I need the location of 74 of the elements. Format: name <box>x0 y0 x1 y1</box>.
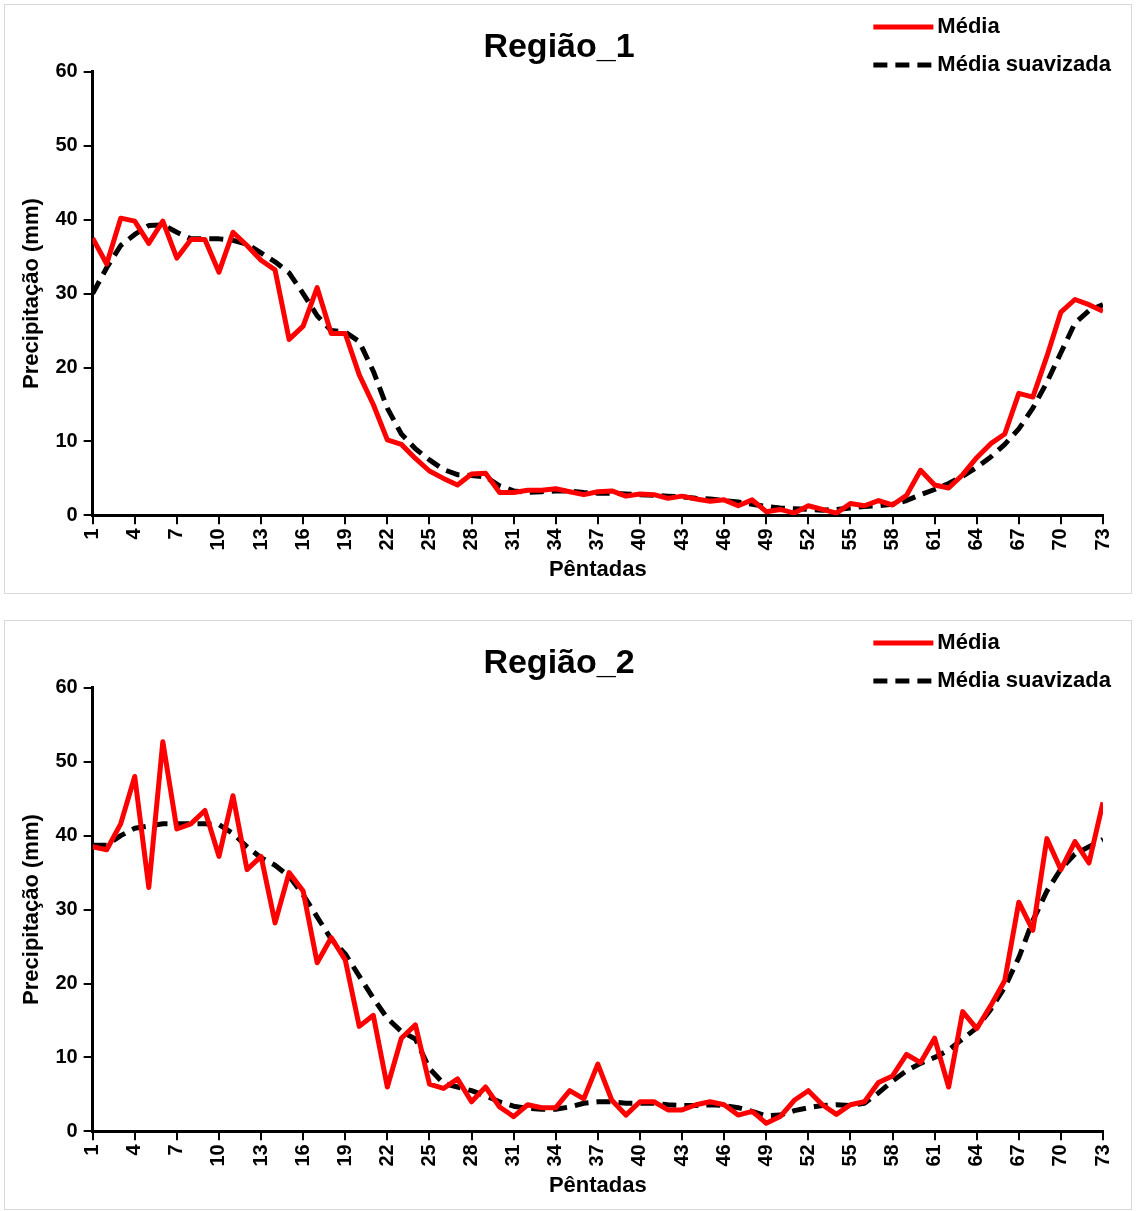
x-tick-label: 28 <box>459 1144 482 1167</box>
x-tick-label: 40 <box>627 528 650 551</box>
x-tick-label: 70 <box>1048 1144 1071 1167</box>
legend-label: Média suavizada <box>937 667 1112 693</box>
x-tick-label: 22 <box>374 1144 397 1167</box>
x-tick-label: 58 <box>880 528 903 551</box>
x-tick-label: 28 <box>459 528 482 551</box>
y-tick-label: 20 <box>55 355 78 378</box>
x-tick-label: 64 <box>964 527 987 551</box>
y-tick-label: 30 <box>55 897 78 920</box>
x-tick-label: 1 <box>80 1144 103 1156</box>
x-tick-label: 4 <box>122 527 145 540</box>
x-tick-label: 7 <box>164 528 187 540</box>
y-tick-label: 40 <box>55 207 78 230</box>
x-tick-label: 67 <box>1006 1144 1029 1167</box>
chart-title: Região_2 <box>483 641 635 680</box>
y-tick-label: 60 <box>55 59 78 82</box>
x-tick-label: 31 <box>501 1144 524 1167</box>
x-tick-label: 4 <box>122 1143 145 1156</box>
y-tick-label: 50 <box>55 133 78 156</box>
x-tick-label: 34 <box>543 527 566 551</box>
y-tick-label: 40 <box>55 823 78 846</box>
x-tick-label: 43 <box>669 528 692 551</box>
x-tick-label: 73 <box>1090 528 1113 551</box>
x-tick-label: 40 <box>627 1144 650 1167</box>
x-tick-label: 58 <box>880 1144 903 1167</box>
x-tick-label: 37 <box>585 1144 608 1167</box>
y-axis-title: Precipitação (mm) <box>18 198 44 389</box>
x-tick-label: 13 <box>248 528 271 551</box>
x-tick-label: 61 <box>922 528 945 551</box>
y-tick-label: 10 <box>55 1044 78 1067</box>
legend-label: Média suavizada <box>937 51 1112 77</box>
x-tick-label: 19 <box>332 1144 355 1167</box>
x-tick-label: 10 <box>206 1144 229 1167</box>
x-tick-label: 55 <box>837 1144 860 1167</box>
x-tick-label: 31 <box>501 528 524 551</box>
x-tick-label: 16 <box>290 528 313 551</box>
y-tick-label: 0 <box>66 502 78 525</box>
x-tick-label: 49 <box>753 528 776 551</box>
x-tick-label: 13 <box>248 1144 271 1167</box>
x-tick-label: 7 <box>164 1144 187 1156</box>
x-tick-label: 22 <box>374 528 397 551</box>
y-tick-label: 30 <box>55 281 78 304</box>
chart-title: Região_1 <box>483 25 635 64</box>
x-tick-label: 43 <box>669 1144 692 1167</box>
x-axis-title: Pêntadas <box>548 1171 647 1197</box>
x-tick-label: 46 <box>711 528 734 551</box>
x-tick-label: 19 <box>332 528 355 551</box>
y-tick-label: 0 <box>66 1118 78 1141</box>
x-tick-label: 46 <box>711 1144 734 1167</box>
x-tick-label: 64 <box>964 1143 987 1167</box>
y-tick-label: 20 <box>55 971 78 994</box>
x-tick-label: 55 <box>837 528 860 551</box>
x-tick-label: 34 <box>543 1143 566 1167</box>
y-tick-label: 50 <box>55 749 78 772</box>
x-tick-label: 49 <box>753 1144 776 1167</box>
y-tick-label: 60 <box>55 675 78 698</box>
x-tick-label: 52 <box>795 528 818 551</box>
x-tick-label: 10 <box>206 528 229 551</box>
x-tick-label: 67 <box>1006 528 1029 551</box>
x-tick-label: 37 <box>585 528 608 551</box>
y-tick-label: 10 <box>55 428 78 451</box>
legend-label: Média <box>937 629 1001 655</box>
y-axis-title: Precipitação (mm) <box>18 814 44 1005</box>
x-tick-label: 52 <box>795 1144 818 1167</box>
x-axis-title: Pêntadas <box>548 555 647 581</box>
x-tick-label: 70 <box>1048 528 1071 551</box>
x-tick-label: 25 <box>416 528 439 551</box>
x-tick-label: 16 <box>290 1144 313 1167</box>
x-tick-label: 61 <box>922 1144 945 1167</box>
x-tick-label: 73 <box>1090 1144 1113 1167</box>
x-tick-label: 25 <box>416 1144 439 1167</box>
x-tick-label: 1 <box>80 528 103 540</box>
legend-label: Média <box>937 13 1001 39</box>
